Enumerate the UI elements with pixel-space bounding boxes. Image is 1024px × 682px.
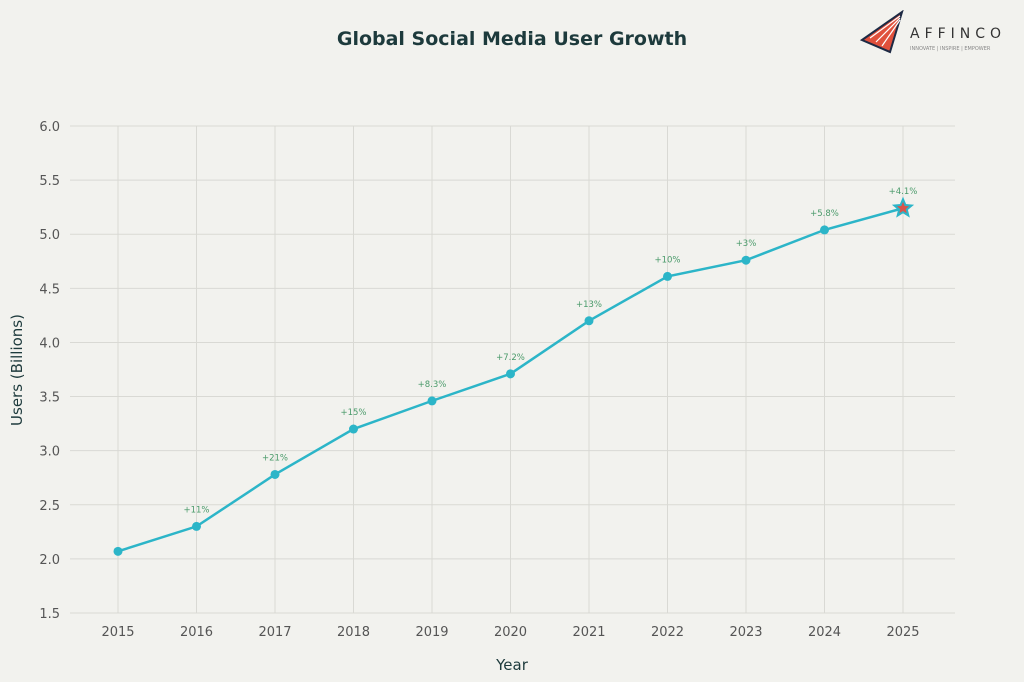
x-tick-label: 2022 <box>651 625 684 640</box>
data-label: +11% <box>183 505 209 515</box>
data-point <box>349 424 358 434</box>
x-tick-label: 2024 <box>808 625 841 640</box>
data-labels: +11% +21% +15% +8.3% +7.2% +13% +10% +3% +5.8% +4… <box>183 187 917 515</box>
y-tick-label: 2.0 <box>39 553 60 568</box>
x-tick-label: 2016 <box>180 625 213 640</box>
y-tick-label: 5.0 <box>39 228 60 243</box>
data-point <box>584 316 594 326</box>
x-tick-label: 2021 <box>572 625 605 640</box>
y-tick-label: 5.5 <box>39 174 60 189</box>
y-tick-label: 2.5 <box>39 499 60 514</box>
y-tick-label: 4.5 <box>39 282 60 297</box>
data-label: +3% <box>736 239 757 249</box>
data-point <box>741 255 751 265</box>
y-axis-label: Users (Billions) <box>8 314 26 426</box>
data-label: +7.2% <box>496 353 525 363</box>
grid <box>70 125 955 614</box>
y-tick-label: 3.0 <box>39 445 60 460</box>
x-tick-label: 2019 <box>415 625 448 640</box>
y-tick-label: 1.5 <box>39 607 60 622</box>
affinco-logo: AFFINCO INNOVATE | INSPIRE | EMPOWER <box>860 10 1006 54</box>
data-point <box>820 225 829 235</box>
data-label: +21% <box>262 453 288 463</box>
x-tick-label: 2017 <box>258 625 291 640</box>
data-label: +15% <box>340 408 366 418</box>
data-label: +8.3% <box>418 380 447 390</box>
data-point <box>663 271 672 281</box>
logo-tagline: INNOVATE | INSPIRE | EMPOWER <box>910 46 991 52</box>
data-label: +4.1% <box>889 187 918 197</box>
x-tick-label: 2025 <box>886 625 919 640</box>
chart-title: Global Social Media User Growth <box>336 28 688 50</box>
data-point <box>270 469 280 479</box>
x-tick-label: 2020 <box>494 625 527 640</box>
data-label: +10% <box>654 255 680 265</box>
x-axis-label: Year <box>495 656 529 674</box>
x-tick-labels: 2015 2016 2017 2018 2019 2020 2021 2022 2023 2024… <box>101 625 919 640</box>
y-tick-label: 3.5 <box>39 391 60 406</box>
data-points <box>113 196 915 556</box>
y-tick-label: 4.0 <box>39 336 60 351</box>
x-tick-label: 2023 <box>729 625 762 640</box>
data-point <box>192 521 201 531</box>
data-point <box>506 369 515 379</box>
y-tick-label: 6.0 <box>39 120 60 135</box>
y-tick-labels: 1.5 2.0 2.5 3.0 3.5 4.0 4.5 5.0 5.5 6.0 <box>39 120 60 622</box>
data-point-star <box>891 196 915 218</box>
data-point <box>427 396 437 406</box>
x-tick-label: 2018 <box>337 625 370 640</box>
data-point <box>113 546 123 556</box>
data-label: +5.8% <box>810 209 839 219</box>
x-tick-label: 2015 <box>101 625 134 640</box>
data-label: +13% <box>576 300 602 310</box>
logo-name: AFFINCO <box>910 26 1006 42</box>
